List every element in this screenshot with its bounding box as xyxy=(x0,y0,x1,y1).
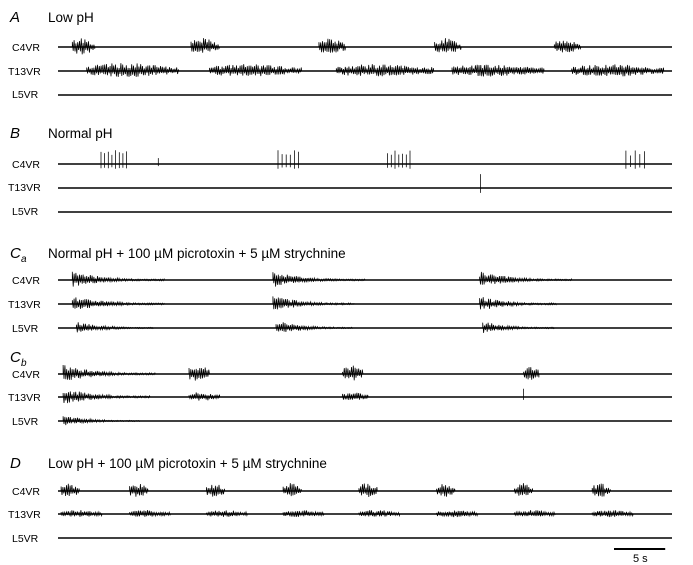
activity-burst xyxy=(275,322,354,332)
panel-title: Low pH + 100 µM picrotoxin + 5 µM strych… xyxy=(48,456,327,471)
activity-burst xyxy=(190,38,221,53)
activity-burst xyxy=(60,510,103,518)
activity-burst xyxy=(282,510,325,517)
trace-label-t13vr: T13VR xyxy=(8,66,41,78)
activity-burst xyxy=(358,483,378,498)
activity-burst xyxy=(342,392,369,401)
activity-burst xyxy=(188,392,221,401)
panel-title: Normal pH xyxy=(48,126,113,141)
activity-burst xyxy=(451,64,545,77)
panel-subscript: b xyxy=(21,358,27,369)
activity-burst xyxy=(523,367,540,380)
activity-burst xyxy=(206,484,226,497)
panel-ca: C a Normal pH + 100 µM picrotoxin + 5 µM… xyxy=(8,245,346,335)
trace-label-l5vr: L5VR xyxy=(12,89,39,101)
panel-letter: A xyxy=(9,9,20,26)
activity-burst xyxy=(71,297,165,309)
panel-a: A Low pH C4VR T13VR L5VR xyxy=(8,9,94,101)
activity-burst xyxy=(591,483,611,497)
trace-label-l5vr: L5VR xyxy=(12,416,39,428)
activity-burst xyxy=(272,296,355,310)
activity-burst xyxy=(514,510,556,518)
activity-burst xyxy=(62,391,151,404)
trace-label-l5vr: L5VR xyxy=(12,323,39,335)
activity-burst xyxy=(479,297,557,310)
activity-burst xyxy=(206,510,248,517)
trace-label-t13vr: T13VR xyxy=(8,182,41,194)
panel-letter: C xyxy=(10,349,21,366)
trace-label-l5vr: L5VR xyxy=(12,533,39,545)
activity-burst xyxy=(335,64,434,77)
activity-burst xyxy=(188,367,210,381)
panel-subscript: a xyxy=(21,254,27,265)
activity-burst xyxy=(62,364,156,380)
activity-burst xyxy=(553,40,582,53)
panel-letter: B xyxy=(10,125,20,142)
activity-burst xyxy=(482,322,555,333)
panel-b: B Normal pH C4VR T13VR L5VR xyxy=(8,125,113,218)
activity-burst xyxy=(76,322,154,333)
activity-burst xyxy=(591,510,634,518)
trace-label-l5vr: L5VR xyxy=(12,206,39,218)
activity-burst xyxy=(318,38,346,53)
activity-burst xyxy=(60,483,80,497)
activity-burst xyxy=(514,483,534,496)
panel-d: D Low pH + 100 µM picrotoxin + 5 µM stry… xyxy=(8,455,327,545)
trace-label-t13vr: T13VR xyxy=(8,509,41,521)
activity-burst xyxy=(129,483,149,497)
activity-burst xyxy=(86,63,180,77)
activity-burst xyxy=(62,416,141,426)
panel-cb: C b C4VR T13VR L5VR xyxy=(8,349,41,428)
trace-label-t13vr: T13VR xyxy=(8,299,41,311)
trace-label-c4vr: C4VR xyxy=(12,275,40,287)
activity-burst xyxy=(571,64,665,77)
scale-bar-label: 5 s xyxy=(633,553,648,565)
activity-burst xyxy=(71,38,96,55)
scale-bar: 5 s xyxy=(614,548,666,565)
activity-burst xyxy=(277,150,299,169)
panel-title: Low pH xyxy=(48,10,94,25)
trace-label-c4vr: C4VR xyxy=(12,159,40,171)
recording-traces xyxy=(58,38,672,539)
activity-burst xyxy=(100,150,127,169)
panel-letter: D xyxy=(10,455,21,472)
activity-burst xyxy=(387,150,411,169)
activity-burst xyxy=(436,510,478,518)
activity-burst xyxy=(71,271,165,287)
activity-burst xyxy=(272,272,366,287)
activity-burst xyxy=(129,510,171,518)
trace-label-c4vr: C4VR xyxy=(12,42,40,54)
activity-burst xyxy=(479,271,573,285)
activity-burst xyxy=(209,64,302,77)
activity-burst xyxy=(342,365,364,381)
trace-label-t13vr: T13VR xyxy=(8,392,41,404)
trace-label-c4vr: C4VR xyxy=(12,486,40,498)
activity-burst xyxy=(434,38,462,53)
activity-burst xyxy=(625,150,645,169)
activity-burst xyxy=(358,510,401,518)
activity-burst xyxy=(282,483,302,497)
activity-burst xyxy=(436,484,456,497)
trace-label-c4vr: C4VR xyxy=(12,369,40,381)
panel-letter: C xyxy=(10,245,21,262)
panel-title: Normal pH + 100 µM picrotoxin + 5 µM str… xyxy=(48,246,346,261)
